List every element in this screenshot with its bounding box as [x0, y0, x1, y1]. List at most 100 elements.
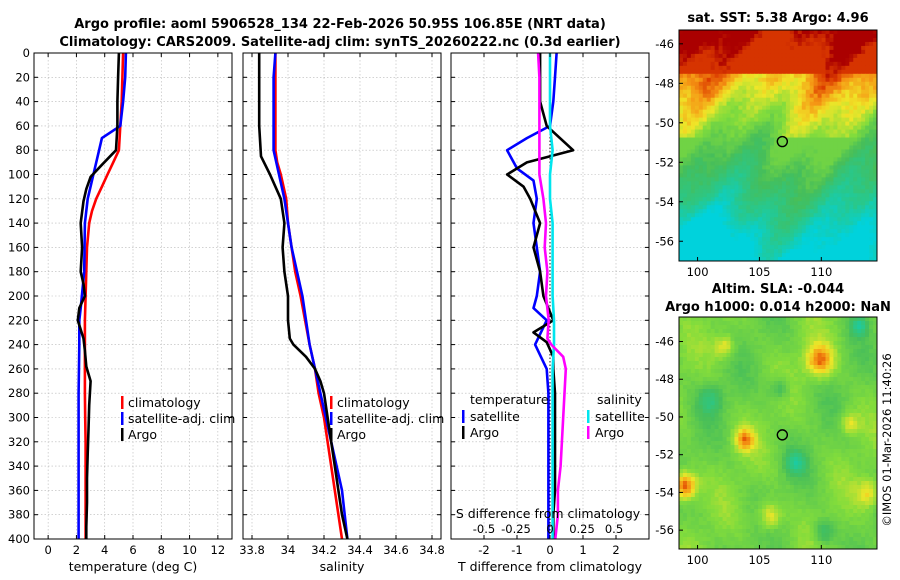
map-pixel	[679, 165, 684, 170]
map-pixel	[865, 117, 870, 123]
map-pixel	[825, 429, 831, 434]
map-pixel	[750, 381, 755, 386]
map-pixel	[706, 169, 712, 174]
map-pixel	[722, 345, 728, 350]
map-pixel	[698, 317, 704, 322]
map-pixel	[722, 57, 728, 63]
map-pixel	[778, 125, 783, 131]
x-tick-label: 34.4	[347, 543, 373, 557]
y-tick-label: 120	[8, 192, 30, 206]
map-pixel	[762, 209, 767, 214]
map-pixel	[797, 405, 803, 410]
map-pixel	[845, 229, 850, 234]
map-pixel	[801, 149, 807, 155]
map-pixel	[829, 329, 835, 334]
map-pixel	[742, 409, 747, 414]
map-pixel	[679, 201, 684, 206]
map-pixel	[853, 30, 858, 35]
map-pixel	[821, 125, 827, 131]
map-pixel	[730, 33, 736, 39]
map-pixel	[829, 397, 835, 402]
map-pixel	[742, 153, 747, 159]
map-pixel	[869, 449, 874, 454]
map-pixel	[694, 33, 700, 39]
map-pixel	[825, 149, 831, 155]
map-pixel	[837, 141, 842, 147]
map-pixel	[829, 429, 835, 434]
map-pixel	[690, 109, 696, 115]
map-pixel	[781, 425, 787, 430]
map-pixel	[837, 157, 842, 163]
map-pixel	[694, 137, 700, 143]
map-pixel	[686, 33, 692, 39]
map-pixel	[762, 109, 767, 115]
map-pixel	[690, 245, 696, 250]
map-pixel	[849, 241, 854, 246]
map-pixel	[714, 157, 720, 163]
map-pixel	[766, 205, 771, 210]
map-pixel	[746, 357, 751, 362]
map-pixel	[873, 30, 877, 35]
map-pixel	[726, 409, 732, 414]
map-pixel	[682, 185, 688, 190]
map-pixel	[785, 329, 791, 334]
map-pixel	[690, 121, 696, 127]
map-pixel	[710, 441, 716, 446]
map-pixel	[809, 30, 815, 35]
map-pixel	[833, 417, 838, 422]
map-pixel	[690, 117, 696, 123]
map-pixel	[781, 193, 787, 198]
map-pixel	[781, 393, 787, 398]
map-pixel	[682, 429, 688, 434]
map-pixel	[793, 445, 799, 450]
map-pixel	[758, 225, 763, 230]
map-pixel	[706, 337, 712, 342]
map-pixel	[730, 333, 736, 338]
map-pixel	[817, 437, 823, 442]
map-pixel	[698, 69, 704, 75]
map-pixel	[865, 225, 870, 230]
map-pixel	[758, 193, 763, 198]
map-pixel	[781, 253, 787, 258]
map-pixel	[865, 133, 870, 139]
map-pixel	[849, 417, 854, 422]
map-pixel	[770, 357, 775, 362]
map-pixel	[861, 97, 866, 103]
map-pixel	[805, 153, 811, 159]
map-pixel	[801, 241, 807, 246]
map-pixel	[813, 257, 819, 261]
map-pixel	[821, 129, 827, 135]
map-pixel	[869, 169, 874, 174]
map-pixel	[817, 421, 823, 426]
map-pixel	[869, 329, 874, 334]
map-pixel	[750, 205, 755, 210]
map-pixel	[686, 61, 692, 67]
map-pixel	[686, 141, 692, 147]
map-pixel	[781, 441, 787, 446]
map-pixel	[789, 445, 795, 450]
map-pixel	[726, 185, 732, 190]
map-pixel	[734, 217, 739, 222]
map-pixel	[750, 365, 755, 370]
map-pixel	[853, 169, 858, 174]
map-pixel	[809, 169, 815, 174]
map-pixel	[837, 433, 842, 438]
map-pixel	[742, 205, 747, 210]
map-pixel	[825, 377, 831, 382]
map-pixel	[837, 93, 842, 99]
map-pixel	[833, 401, 838, 406]
map-pixel	[770, 205, 775, 210]
map-pixel	[845, 341, 850, 346]
map-pixel	[849, 153, 854, 159]
map-pixel	[714, 109, 720, 115]
map-pixel	[857, 377, 862, 382]
map-pixel	[781, 89, 787, 95]
map-pixel	[730, 433, 736, 438]
map-pixel	[682, 445, 688, 450]
map-pixel	[738, 201, 743, 206]
map-pixel	[706, 165, 712, 170]
map-pixel	[873, 181, 877, 186]
map-pixel	[682, 441, 688, 446]
map-pixel	[730, 133, 736, 139]
map-pixel	[766, 113, 771, 119]
